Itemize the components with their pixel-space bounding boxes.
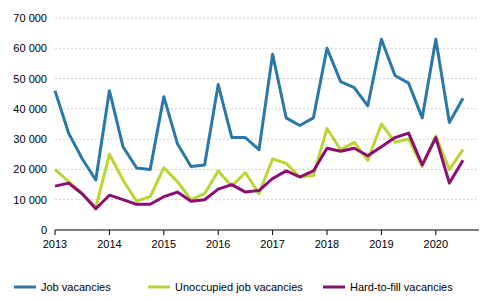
series-line	[55, 133, 463, 209]
y-tick-label: 20 000	[13, 163, 47, 175]
y-tick-label: 50 000	[13, 73, 47, 85]
x-tick	[272, 230, 273, 235]
grid-line	[55, 139, 479, 140]
x-tick-label: 2017	[260, 238, 284, 250]
x-tick	[327, 230, 328, 235]
x-tick-label: 2019	[369, 238, 393, 250]
legend-label: Job vacancies	[41, 281, 111, 293]
grid-line	[55, 18, 479, 19]
grid-line	[55, 230, 479, 231]
x-tick-label: 2013	[43, 238, 67, 250]
legend-swatch	[148, 286, 170, 289]
grid-line	[55, 108, 479, 109]
y-tick-label: 0	[41, 224, 47, 236]
y-tick-label: 10 000	[13, 194, 47, 206]
x-tick-label: 2014	[97, 238, 121, 250]
x-tick	[381, 230, 382, 235]
x-tick	[163, 230, 164, 235]
x-tick-label: 2018	[315, 238, 339, 250]
x-tick	[435, 230, 436, 235]
legend-swatch	[323, 286, 345, 289]
x-tick	[218, 230, 219, 235]
legend-label: Unoccupied job vacancies	[175, 281, 303, 293]
x-tick-label: 2016	[206, 238, 230, 250]
series-line	[55, 39, 463, 180]
x-tick-label: 2020	[424, 238, 448, 250]
x-tick-label: 2015	[152, 238, 176, 250]
x-tick	[109, 230, 110, 235]
y-tick-label: 40 000	[13, 103, 47, 115]
x-tick	[55, 230, 56, 235]
grid-line	[55, 48, 479, 49]
legend-swatch	[14, 286, 36, 289]
grid-line	[55, 78, 479, 79]
y-tick-label: 60 000	[13, 42, 47, 54]
y-tick-label: 70 000	[13, 12, 47, 24]
plot	[55, 39, 463, 209]
y-tick-label: 30 000	[13, 133, 47, 145]
legend-label: Hard-to-fill vacancies	[350, 281, 453, 293]
